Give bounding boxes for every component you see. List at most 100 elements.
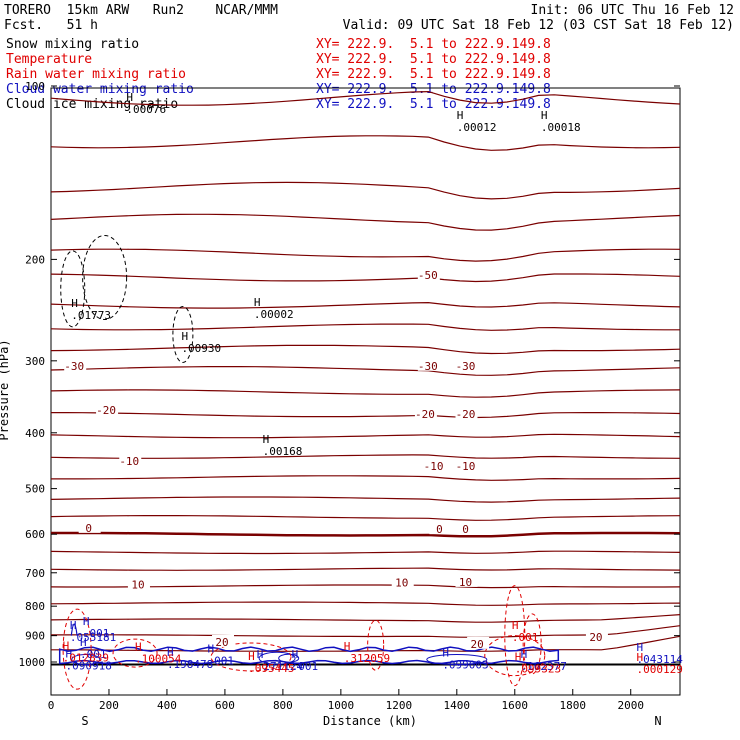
temperature-contour <box>50 90 681 106</box>
y-tick-label: 500 <box>25 483 45 496</box>
temperature-contour <box>51 412 681 419</box>
temperature-contour <box>50 135 681 151</box>
maximum-value: .090918 <box>65 660 111 673</box>
maximum-value: .000129 <box>637 663 683 676</box>
temperature-label-bg <box>455 522 478 535</box>
maximum-value: .099323 <box>515 662 561 675</box>
maximum-value: .312059 <box>344 652 390 665</box>
maximum-marker: H <box>80 636 87 649</box>
temperature-label: -50 <box>418 269 438 282</box>
maximum-marker: H <box>515 650 522 663</box>
maximum-marker: H <box>126 91 133 104</box>
rain-contour <box>484 635 546 677</box>
temperature-label-bg <box>467 636 490 649</box>
plot-frame <box>50 87 681 696</box>
maximum-value: .198478 <box>167 658 213 671</box>
y-tick-label: 600 <box>25 528 45 541</box>
maximum-marker: H <box>181 330 188 343</box>
temperature-label: 10 <box>395 577 408 590</box>
legend-rain: Rain water mixing ratio <box>6 67 187 82</box>
temperature-label-bg <box>429 522 452 535</box>
temperature-contour <box>51 531 681 538</box>
x-tick-label: 2000 <box>617 699 644 712</box>
snow-contour <box>82 234 128 320</box>
temperature-label: -30 <box>456 360 476 373</box>
temperature-label-bg <box>64 358 87 371</box>
cloud-water-contour <box>70 623 78 636</box>
maximum-marker: H <box>71 297 78 310</box>
temperature-label-bg <box>127 577 150 590</box>
maximum-marker: H <box>637 651 644 664</box>
temperature-label-bg <box>423 459 446 472</box>
maximum-marker: H <box>521 648 528 661</box>
temperature-contour <box>50 584 681 589</box>
maximum-value: .099003 <box>442 659 488 672</box>
maximum-marker: H <box>541 109 548 122</box>
temperature-label-bg <box>96 402 119 415</box>
temperature-contour <box>50 550 681 555</box>
cloud-water-contour <box>258 651 296 665</box>
rain-contour <box>112 638 158 668</box>
temperature-label-bg <box>212 634 235 647</box>
north-label: N <box>654 714 661 728</box>
maximum-value: .001 <box>80 648 107 661</box>
maximum-marker: H <box>167 646 174 659</box>
x-tick-label: 400 <box>157 699 177 712</box>
temperature-contour <box>50 601 681 606</box>
x-tick-label: 1600 <box>502 699 529 712</box>
maximum-value: .00018 <box>541 121 581 134</box>
rain-contour <box>522 613 542 675</box>
temperature-label-bg <box>585 629 608 642</box>
temperature-contour <box>50 515 681 521</box>
xy-temperature: XY= 222.9. 5.1 to 222.9.149.8 <box>316 52 551 67</box>
maximum-value: .00930 <box>181 342 221 355</box>
y-tick-label: 800 <box>25 600 45 613</box>
temperature-label-bg <box>78 520 101 533</box>
header-valid: Valid: 09 UTC Sat 18 Feb 12 (03 CST Sat … <box>342 18 734 33</box>
maximum-marker: H <box>512 619 519 632</box>
temperature-label: 10 <box>459 576 472 589</box>
legend-cloud-water: Cloud water mixing ratio <box>6 82 194 97</box>
xy-cloud-ice: XY= 222.9. 5.1 to 222.9.149.8 <box>316 97 551 112</box>
cloud-water-contour <box>426 653 488 665</box>
snow-contour <box>172 305 194 363</box>
temperature-label-bg <box>119 454 142 467</box>
rain-contour <box>62 608 92 690</box>
temperature-label: -20 <box>456 408 476 421</box>
temperature-label: -30 <box>418 360 438 373</box>
maximum-marker: H <box>63 639 70 652</box>
temperature-contour <box>50 181 681 200</box>
maximum-value: .043114 <box>637 653 684 666</box>
x-tick-label: 800 <box>273 699 293 712</box>
temperature-label: 0 <box>436 523 443 536</box>
x-tick-label: 0 <box>48 699 55 712</box>
temperature-label-bg <box>455 459 478 472</box>
temperature-label-bg <box>455 406 478 419</box>
maximum-marker: H <box>248 650 255 663</box>
temperature-contour <box>50 366 681 376</box>
cloud-water-contour <box>71 653 101 665</box>
temperature-label: -10 <box>119 455 139 468</box>
maximum-marker: H <box>457 109 464 122</box>
temperature-contour <box>51 625 681 638</box>
y-tick-label: 400 <box>25 427 45 440</box>
temperature-contour <box>50 433 681 439</box>
legend-snow: Snow mixing ratio <box>6 37 140 52</box>
temperature-contour <box>50 389 681 398</box>
cloud-water-contour <box>278 653 300 663</box>
maximum-value: .00012 <box>457 121 497 134</box>
temperature-label: 10 <box>131 579 144 592</box>
y-tick-label: 100 <box>25 80 45 93</box>
temperature-contour <box>50 323 680 331</box>
temperature-label: -10 <box>424 460 444 473</box>
temperature-label-bg <box>414 406 437 419</box>
temperature-label: 0 <box>462 523 469 536</box>
header-fcst: Fcst. 51 h <box>4 18 98 33</box>
temperature-contour <box>50 496 681 503</box>
maximum-value: .00168 <box>263 445 303 458</box>
x-tick-label: 1000 <box>328 699 355 712</box>
temperature-contour <box>50 213 681 231</box>
maximum-value: .00076 <box>126 103 166 116</box>
maximum-marker: H <box>344 640 351 653</box>
rain-contour <box>504 585 526 687</box>
